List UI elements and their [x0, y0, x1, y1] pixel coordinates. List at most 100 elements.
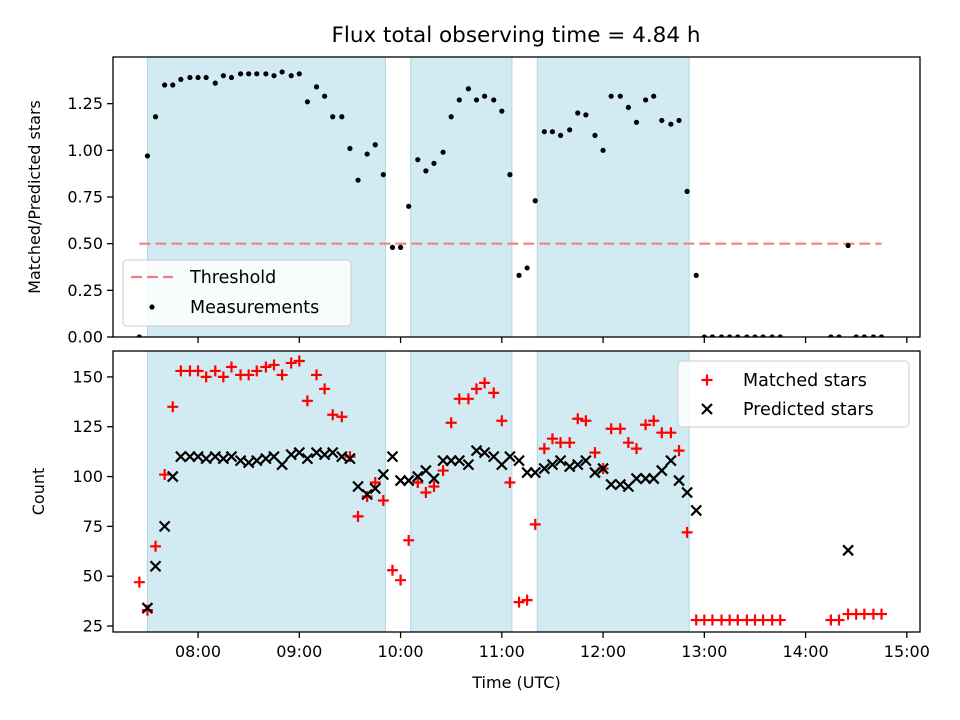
predicted-point: [285, 448, 297, 461]
measurement-point: [162, 82, 168, 88]
measurement-point: [549, 129, 556, 135]
matched-point: [640, 419, 652, 431]
matched-point: [268, 359, 280, 371]
observing-band-2: [410, 57, 513, 337]
measurement-point: [304, 99, 311, 105]
matched-point: [546, 433, 558, 445]
predicted-point: [630, 472, 643, 485]
measurement-point: [684, 188, 690, 194]
measurement-point: [364, 151, 370, 157]
matched-point: [352, 510, 364, 522]
legend-top: Threshold Measurements: [122, 259, 352, 327]
matched-point: [445, 417, 457, 429]
measurement-point: [659, 117, 665, 124]
measurement-point: [178, 76, 184, 82]
measurement-point: [524, 265, 530, 271]
matched-point: [513, 596, 525, 608]
predicted-point: [326, 446, 339, 459]
predicted-point: [546, 458, 559, 471]
measurement-point: [203, 74, 209, 81]
measurement-point: [152, 114, 159, 120]
measurement-point: [322, 93, 328, 99]
measurement-point: [415, 157, 421, 163]
legend-measurement-label: Measurements: [190, 298, 319, 318]
predicted-point: [656, 464, 668, 477]
predicted-point: [336, 450, 348, 463]
measurement-point: [237, 71, 244, 77]
measurement-point: [220, 73, 226, 79]
predicted-point: [580, 454, 592, 467]
x-tick-label: 14:00: [783, 642, 829, 661]
measurement-point: [676, 117, 682, 124]
matched-point: [159, 469, 171, 481]
predicted-point: [369, 482, 382, 495]
measurement-point: [187, 74, 193, 81]
measurement-point: [389, 244, 396, 250]
predicted-point: [209, 450, 222, 463]
y-tick-label: 75: [83, 517, 103, 536]
measurement-point: [448, 114, 454, 120]
predicted-point: [470, 444, 483, 457]
matched-point: [260, 361, 272, 373]
predicted-point: [681, 486, 693, 499]
matched-point: [648, 415, 660, 427]
measurement-point: [516, 272, 522, 278]
matched-point: [529, 518, 541, 530]
matched-point: [833, 614, 845, 626]
matched-point: [479, 377, 491, 389]
measurement-point: [380, 172, 386, 178]
x-tick-label: 09:00: [276, 642, 322, 661]
matched-point: [681, 526, 693, 538]
measurement-point: [440, 149, 446, 155]
matched-point: [395, 574, 407, 586]
matched-point: [319, 383, 331, 395]
matched-point: [361, 490, 373, 502]
predicted-point: [690, 504, 703, 517]
legend-bottom: Matched stars Predicted stars: [677, 360, 910, 428]
predicted-point: [597, 462, 609, 475]
chart-title: Flux total observing time = 4.84 h: [332, 23, 701, 48]
measurement-point: [271, 73, 277, 79]
measurement-point: [651, 93, 657, 99]
measurement-point: [583, 112, 589, 118]
measurement-point: [406, 203, 412, 209]
matched-point: [133, 576, 145, 588]
measurement-point: [625, 104, 631, 110]
matched-point: [437, 465, 449, 477]
matched-point: [428, 481, 440, 493]
predicted-point: [242, 456, 255, 469]
matched-point: [311, 369, 323, 381]
measurement-point: [339, 114, 345, 120]
matched-point: [471, 383, 483, 395]
predicted-point: [402, 474, 415, 487]
matched-point: [192, 365, 204, 377]
y-tick-label: 0.50: [67, 234, 103, 253]
matched-point: [630, 443, 642, 455]
measurement-point: [592, 132, 598, 138]
matched-point: [344, 451, 356, 463]
predicted-point: [513, 454, 525, 467]
predicted-point: [251, 454, 263, 467]
x-tick-label: 10:00: [378, 642, 424, 661]
matched-point: [614, 423, 626, 435]
matched-point: [243, 369, 255, 381]
y-tick-label: 50: [83, 567, 103, 586]
predicted-point: [428, 472, 440, 485]
y-tick-label: 0.75: [67, 188, 103, 207]
matched-point: [673, 445, 685, 457]
measurement-point: [473, 97, 480, 103]
predicted-point: [478, 446, 491, 459]
predicted-point: [462, 458, 475, 471]
predicted-point: [149, 560, 162, 573]
matched-point: [496, 415, 508, 427]
measurement-point: [507, 172, 513, 178]
predicted-point: [411, 470, 424, 483]
y-axis-label: Count: [29, 468, 48, 516]
measurement-point: [693, 272, 699, 278]
matched-point: [167, 401, 179, 413]
measurement-point: [144, 153, 151, 159]
predicted-point: [260, 452, 272, 465]
matched-point: [572, 413, 584, 425]
x-tick-label: 11:00: [479, 642, 525, 661]
predicted-point: [158, 520, 171, 533]
